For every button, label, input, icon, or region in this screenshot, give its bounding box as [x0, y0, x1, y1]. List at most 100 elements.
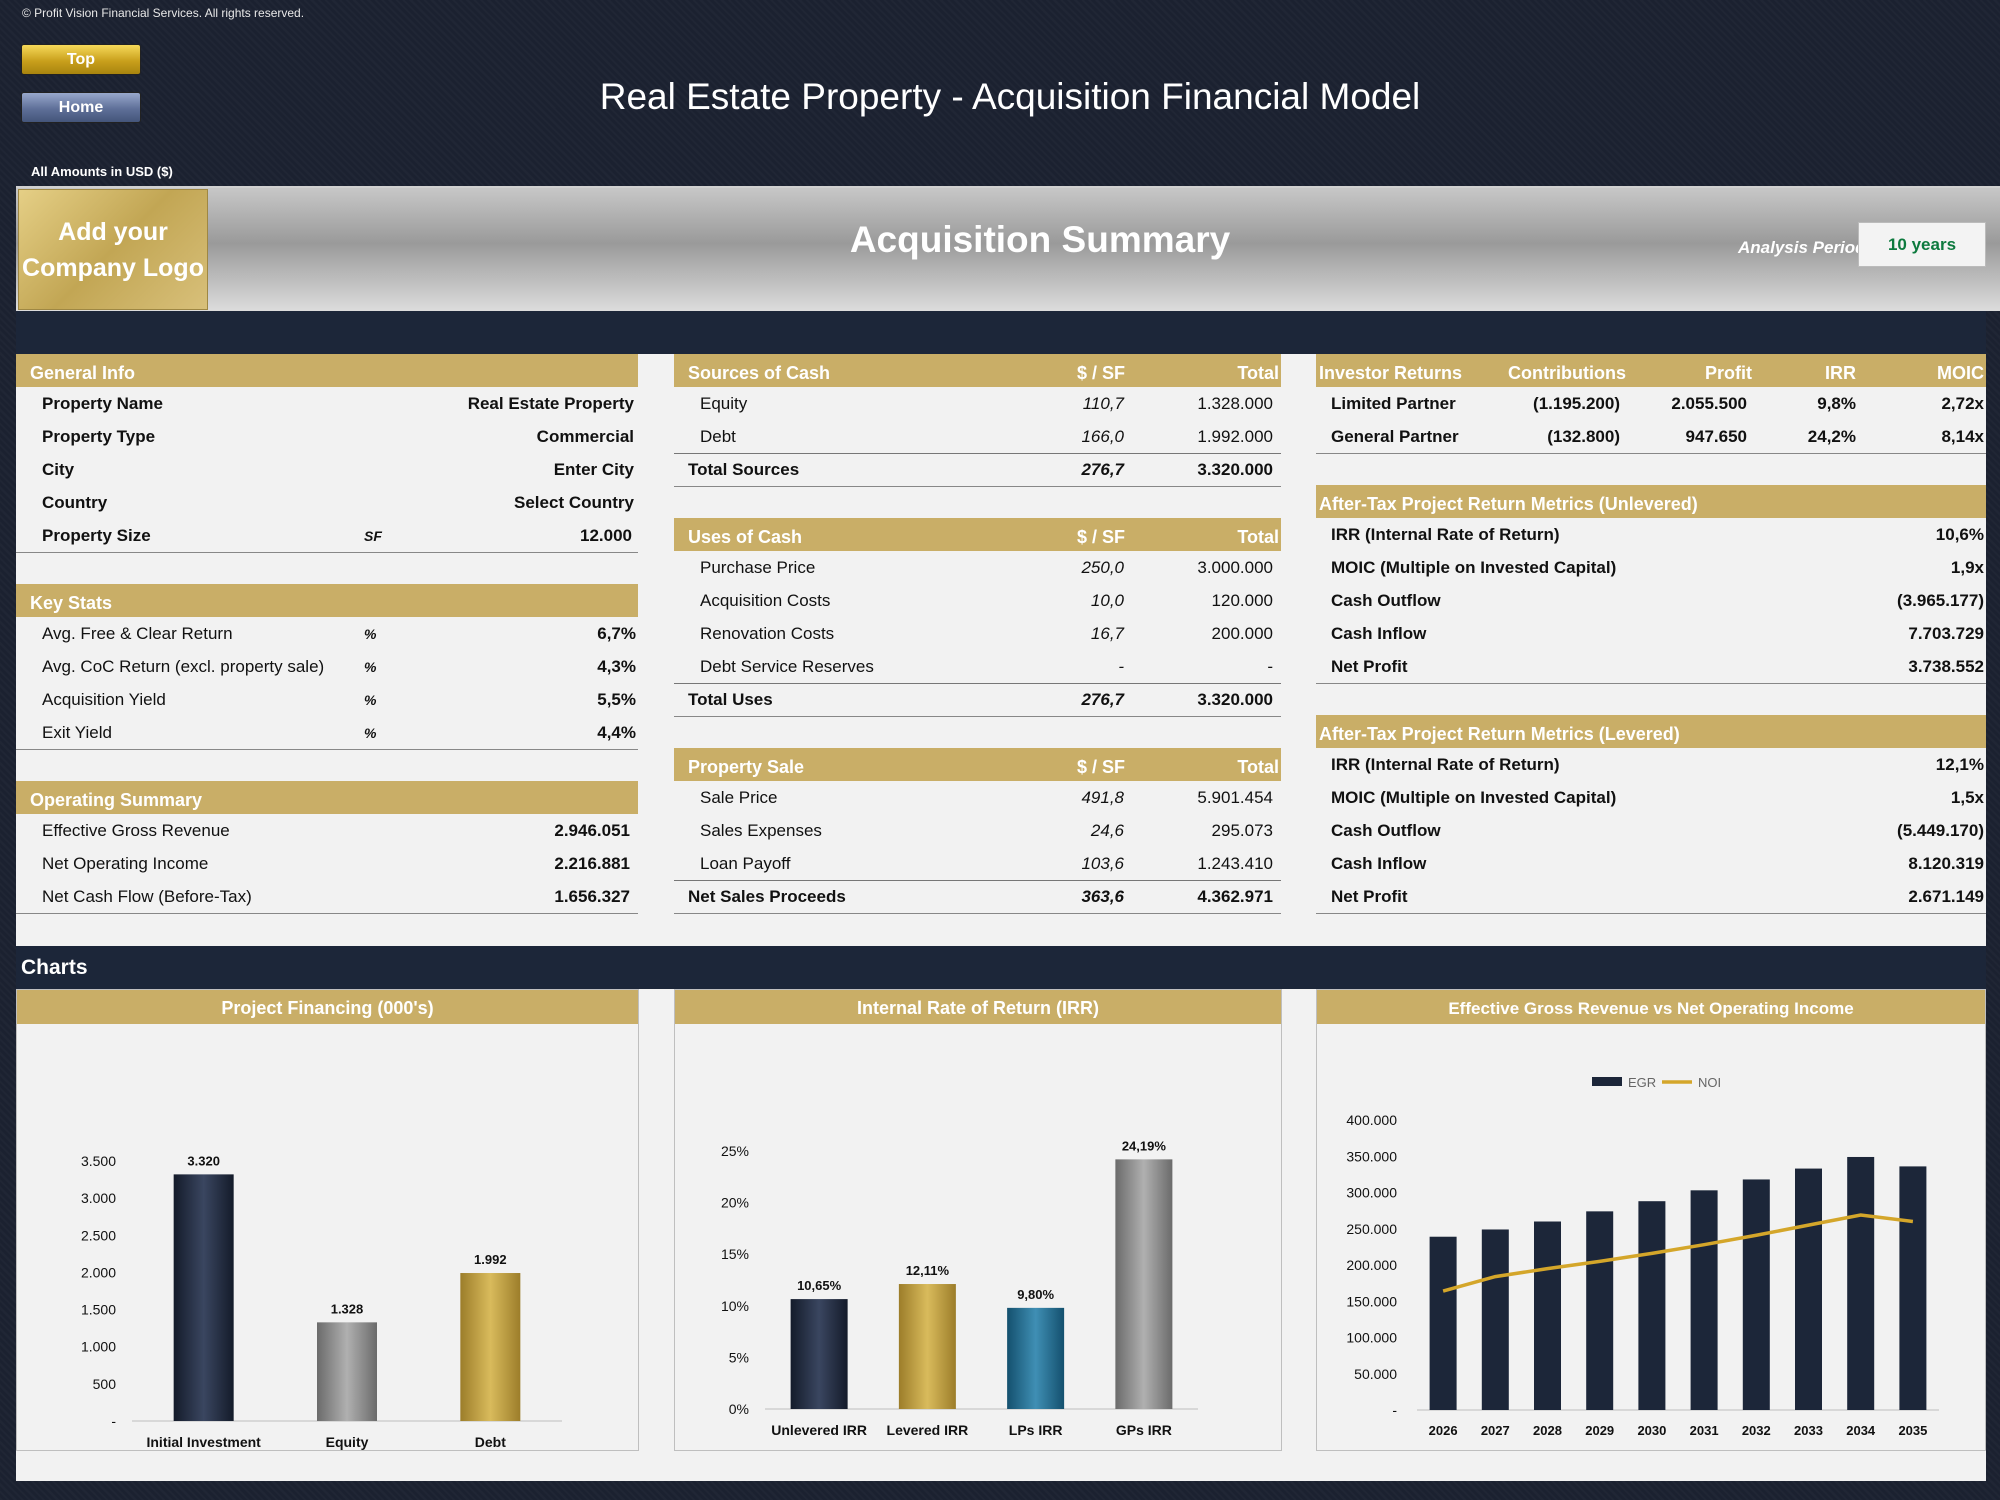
row-total: 200.000 — [1211, 623, 1273, 643]
page-title: Real Estate Property - Acquisition Finan… — [599, 76, 1421, 117]
top-button[interactable]: Top — [21, 44, 141, 75]
operating-summary-header: Operating Summary — [16, 781, 638, 814]
general-info-section: General Info Property Name Real Estate P… — [16, 354, 638, 553]
info-row: Property Type Commercial — [16, 420, 638, 453]
x-tick-label: Levered IRR — [887, 1422, 969, 1438]
bar — [1007, 1307, 1065, 1409]
row-total: 3.320.000 — [1197, 460, 1273, 479]
row-value: (3.965.177) — [1897, 590, 1984, 610]
metric-row: MOIC (Multiple on Invested Capital) 1,5x — [1316, 781, 1986, 814]
row-value: 3.738.552 — [1908, 656, 1984, 676]
y-tick-label: 400.000 — [1346, 1112, 1397, 1128]
bar-value-label: 9,80% — [1017, 1287, 1054, 1302]
metric-row: IRR (Internal Rate of Return) 10,6% — [1316, 518, 1986, 551]
row-value: 4,3% — [597, 656, 636, 676]
y-tick-label: 3.500 — [81, 1153, 116, 1169]
row-label: Cash Outflow — [1331, 820, 1441, 840]
y-tick-label: - — [1392, 1402, 1397, 1418]
row-value: 2.946.051 — [554, 820, 630, 840]
analysis-period-value[interactable]: 10 years — [1858, 222, 1986, 267]
egr-noi-plot: - 50.000 100.000 150.000 200.000 250.000 300.0… — [1346, 1075, 1939, 1438]
y-tick-label: 20% — [721, 1195, 749, 1211]
row-label: Total Uses — [688, 690, 773, 709]
row-value: 2.216.881 — [554, 853, 630, 873]
bar-value-label: 1.328 — [331, 1301, 364, 1316]
info-row: City Enter City — [16, 453, 638, 486]
operating-row: Net Operating Income 2.216.881 — [16, 847, 638, 880]
bar — [317, 1322, 377, 1421]
row-label: Net Sales Proceeds — [688, 887, 846, 906]
irr-plot: 0% 5% 10% 15% 20% 25% 10,65% Unlevered IRR 12,11… — [721, 1138, 1198, 1438]
row-label: Renovation Costs — [700, 623, 835, 643]
row-contributions: (132.800) — [1547, 426, 1620, 446]
metric-row: Net Profit 2.671.149 — [1316, 880, 1986, 913]
row-psf: 166,0 — [1081, 426, 1124, 446]
legend-egr-label: EGR — [1628, 1075, 1656, 1090]
row-total: 5.901.454 — [1197, 787, 1273, 807]
row-label: Total Sources — [688, 460, 800, 479]
y-tick-label: 5% — [729, 1349, 749, 1365]
row-label: Cash Outflow — [1331, 590, 1441, 610]
row-unit: % — [364, 658, 377, 675]
row-profit: 947.650 — [1685, 426, 1747, 446]
row-psf: 103,6 — [1081, 853, 1124, 873]
row-label: Net Operating Income — [42, 853, 209, 873]
egr-bar — [1847, 1156, 1875, 1410]
egr-bar — [1586, 1211, 1614, 1410]
bar-value-label: 10,65% — [797, 1278, 842, 1293]
property-sale-header: Property Sale $ / SF Total — [674, 748, 1281, 781]
col-total-header: Total — [1237, 527, 1279, 547]
x-tick-label: LPs IRR — [1009, 1422, 1063, 1438]
stat-row: Avg. CoC Return (excl. property sale) % … — [16, 650, 638, 683]
x-tick-label: 2028 — [1533, 1423, 1562, 1438]
x-tick-label: Debt — [475, 1434, 506, 1450]
noi-line — [1442, 1213, 1914, 1293]
uses-row: Acquisition Costs 10,0 120.000 — [674, 584, 1281, 617]
row-irr: 24,2% — [1807, 426, 1856, 446]
row-label: Avg. Free & Clear Return — [42, 623, 233, 643]
stat-row: Acquisition Yield % 5,5% — [16, 683, 638, 716]
y-tick-label: 1.500 — [81, 1302, 116, 1318]
row-psf: - — [1118, 656, 1124, 676]
row-label: Sale Price — [700, 787, 778, 807]
uses-row: Purchase Price 250,0 3.000.000 — [674, 551, 1281, 584]
section-title: Sources of Cash — [688, 363, 831, 383]
row-label: Net Cash Flow (Before-Tax) — [42, 886, 252, 906]
home-button[interactable]: Home — [21, 92, 141, 123]
investor-returns-header: Investor Returns Contributions Profit IR… — [1316, 354, 1986, 387]
sources-total-row: Total Sources 276,7 3.320.000 — [674, 453, 1281, 486]
row-value: 7.703.729 — [1908, 623, 1984, 643]
sources-of-cash-section: Sources of Cash $ / SF Total Equity 110,… — [674, 354, 1281, 487]
sale-total-row: Net Sales Proceeds 363,6 4.362.971 — [674, 880, 1281, 913]
col-moic-header: MOIC — [1937, 363, 1984, 383]
col-contributions-header: Contributions — [1508, 363, 1626, 383]
row-psf: 250,0 — [1081, 557, 1124, 577]
row-value: 8.120.319 — [1908, 853, 1984, 873]
y-tick-label: 300.000 — [1346, 1185, 1397, 1201]
row-label: Net Profit — [1331, 656, 1408, 676]
row-label: Loan Payoff — [700, 853, 791, 873]
row-moic: 2,72x — [1941, 393, 1984, 413]
bar — [898, 1284, 956, 1409]
y-tick-label: 50.000 — [1354, 1366, 1397, 1382]
row-value: (5.449.170) — [1897, 820, 1984, 840]
sale-row: Sale Price 491,8 5.901.454 — [674, 781, 1281, 814]
metric-row: Cash Outflow (3.965.177) — [1316, 584, 1986, 617]
y-tick-label: 100.000 — [1346, 1330, 1397, 1346]
legend-egr-swatch — [1592, 1077, 1622, 1086]
section-title: Property Sale — [688, 757, 805, 777]
x-tick-label: 2029 — [1585, 1423, 1614, 1438]
bar — [173, 1174, 234, 1421]
row-total: 120.000 — [1211, 590, 1273, 610]
company-logo-placeholder[interactable]: Add your Company Logo — [18, 189, 208, 310]
egr-bar — [1899, 1166, 1927, 1410]
bar-value-label: 1.992 — [474, 1252, 507, 1267]
row-psf: 24,6 — [1090, 820, 1124, 840]
row-label: Cash Inflow — [1331, 623, 1427, 643]
sale-row: Loan Payoff 103,6 1.243.410 — [674, 847, 1281, 880]
row-total: 3.320.000 — [1197, 690, 1273, 709]
y-tick-label: - — [111, 1413, 116, 1429]
info-row: Country Select Country — [16, 486, 638, 519]
row-unit: % — [364, 724, 377, 741]
row-psf: 276,7 — [1081, 460, 1124, 479]
